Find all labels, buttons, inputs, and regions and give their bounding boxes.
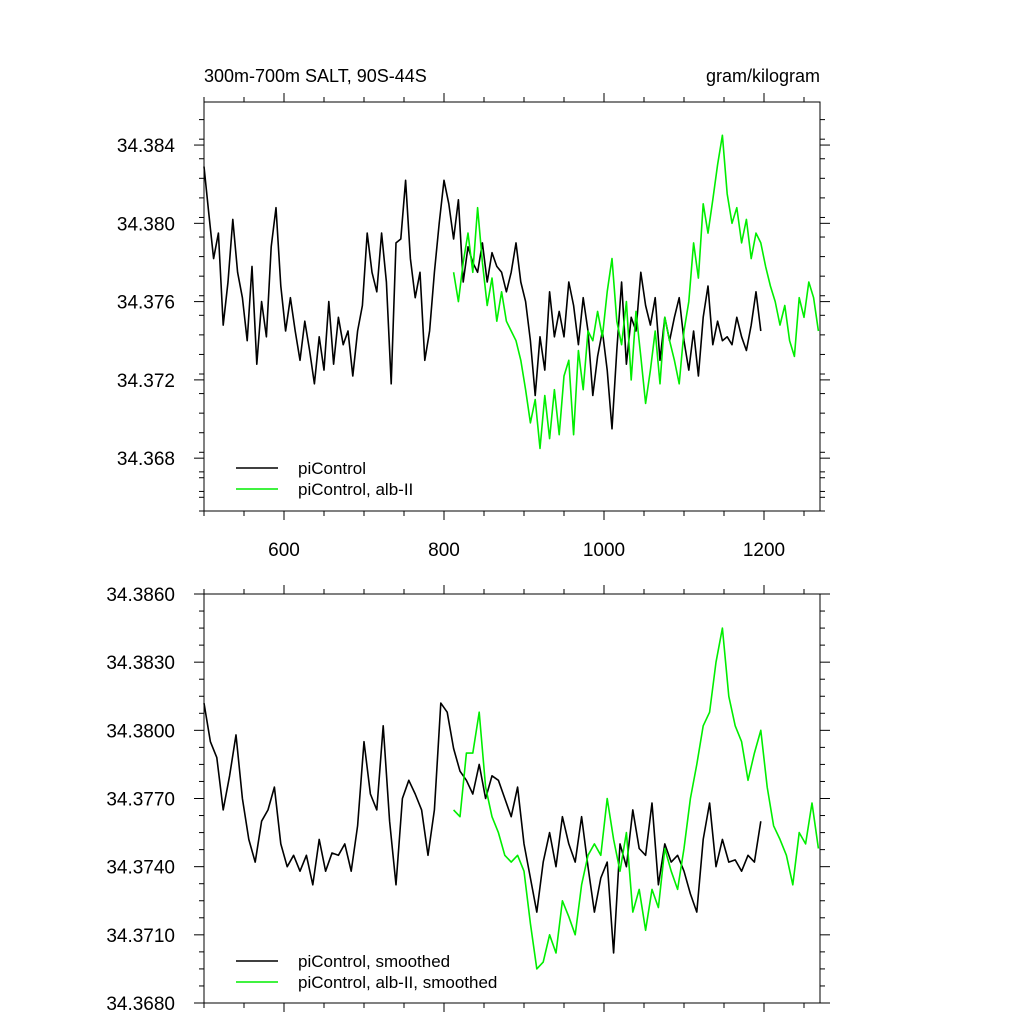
legend-label-1: piControl <box>298 459 366 478</box>
legend-label-2: piControl, alb-II, smoothed <box>298 973 497 992</box>
y-tick-label: 34.368 <box>117 449 175 470</box>
y-tick-label: 34.3680 <box>106 994 175 1015</box>
y-tick-label: 34.3710 <box>106 926 175 947</box>
ticks-layer: 34.3680 34.3710 34.3740 34.3770 34.3800 34.38… <box>106 585 830 1015</box>
legend-label-2: piControl, alb-II <box>298 480 413 499</box>
series-line-2 <box>452 134 820 450</box>
legend: piControl, smoothed piControl, alb-II, sm… <box>236 952 497 992</box>
series-line-1 <box>203 702 762 954</box>
units-label: gram/kilogram <box>706 66 820 86</box>
x-tick-label: 1000 <box>583 540 625 561</box>
chart-title: 300m-700m SALT, 90S-44S <box>204 66 427 86</box>
x-tick-label: 800 <box>428 540 460 561</box>
series-line-2 <box>453 627 820 970</box>
y-tick-label: 34.3800 <box>106 721 175 742</box>
y-tick-label: 34.376 <box>117 293 175 314</box>
x-tick-label: 1200 <box>743 540 785 561</box>
top-panel: 300m-700m SALT, 90S-44S gram/kilogram 60… <box>117 66 830 561</box>
y-tick-label: 34.3830 <box>106 653 175 674</box>
plot-frame <box>203 101 821 512</box>
series-layer <box>203 134 820 450</box>
y-tick-label: 34.384 <box>117 136 176 157</box>
y-tick-label: 34.372 <box>117 371 175 392</box>
y-tick-label: 34.380 <box>117 214 175 235</box>
legend-label-1: piControl, smoothed <box>298 952 450 971</box>
ticks-layer: 600 800 1000 1200 34.368 34.372 34.376 34.380 34… <box>117 93 830 561</box>
bottom-panel: 34.3680 34.3710 34.3740 34.3770 34.3800 34.38… <box>106 585 830 1015</box>
y-tick-label: 34.3770 <box>106 790 175 811</box>
y-tick-label: 34.3860 <box>106 585 175 606</box>
legend: piControl piControl, alb-II <box>236 459 413 499</box>
plot-frame <box>203 593 821 1004</box>
series-line-1 <box>203 166 762 430</box>
y-tick-label: 34.3740 <box>106 858 175 879</box>
x-tick-label: 600 <box>268 540 300 561</box>
series-layer <box>203 627 820 970</box>
